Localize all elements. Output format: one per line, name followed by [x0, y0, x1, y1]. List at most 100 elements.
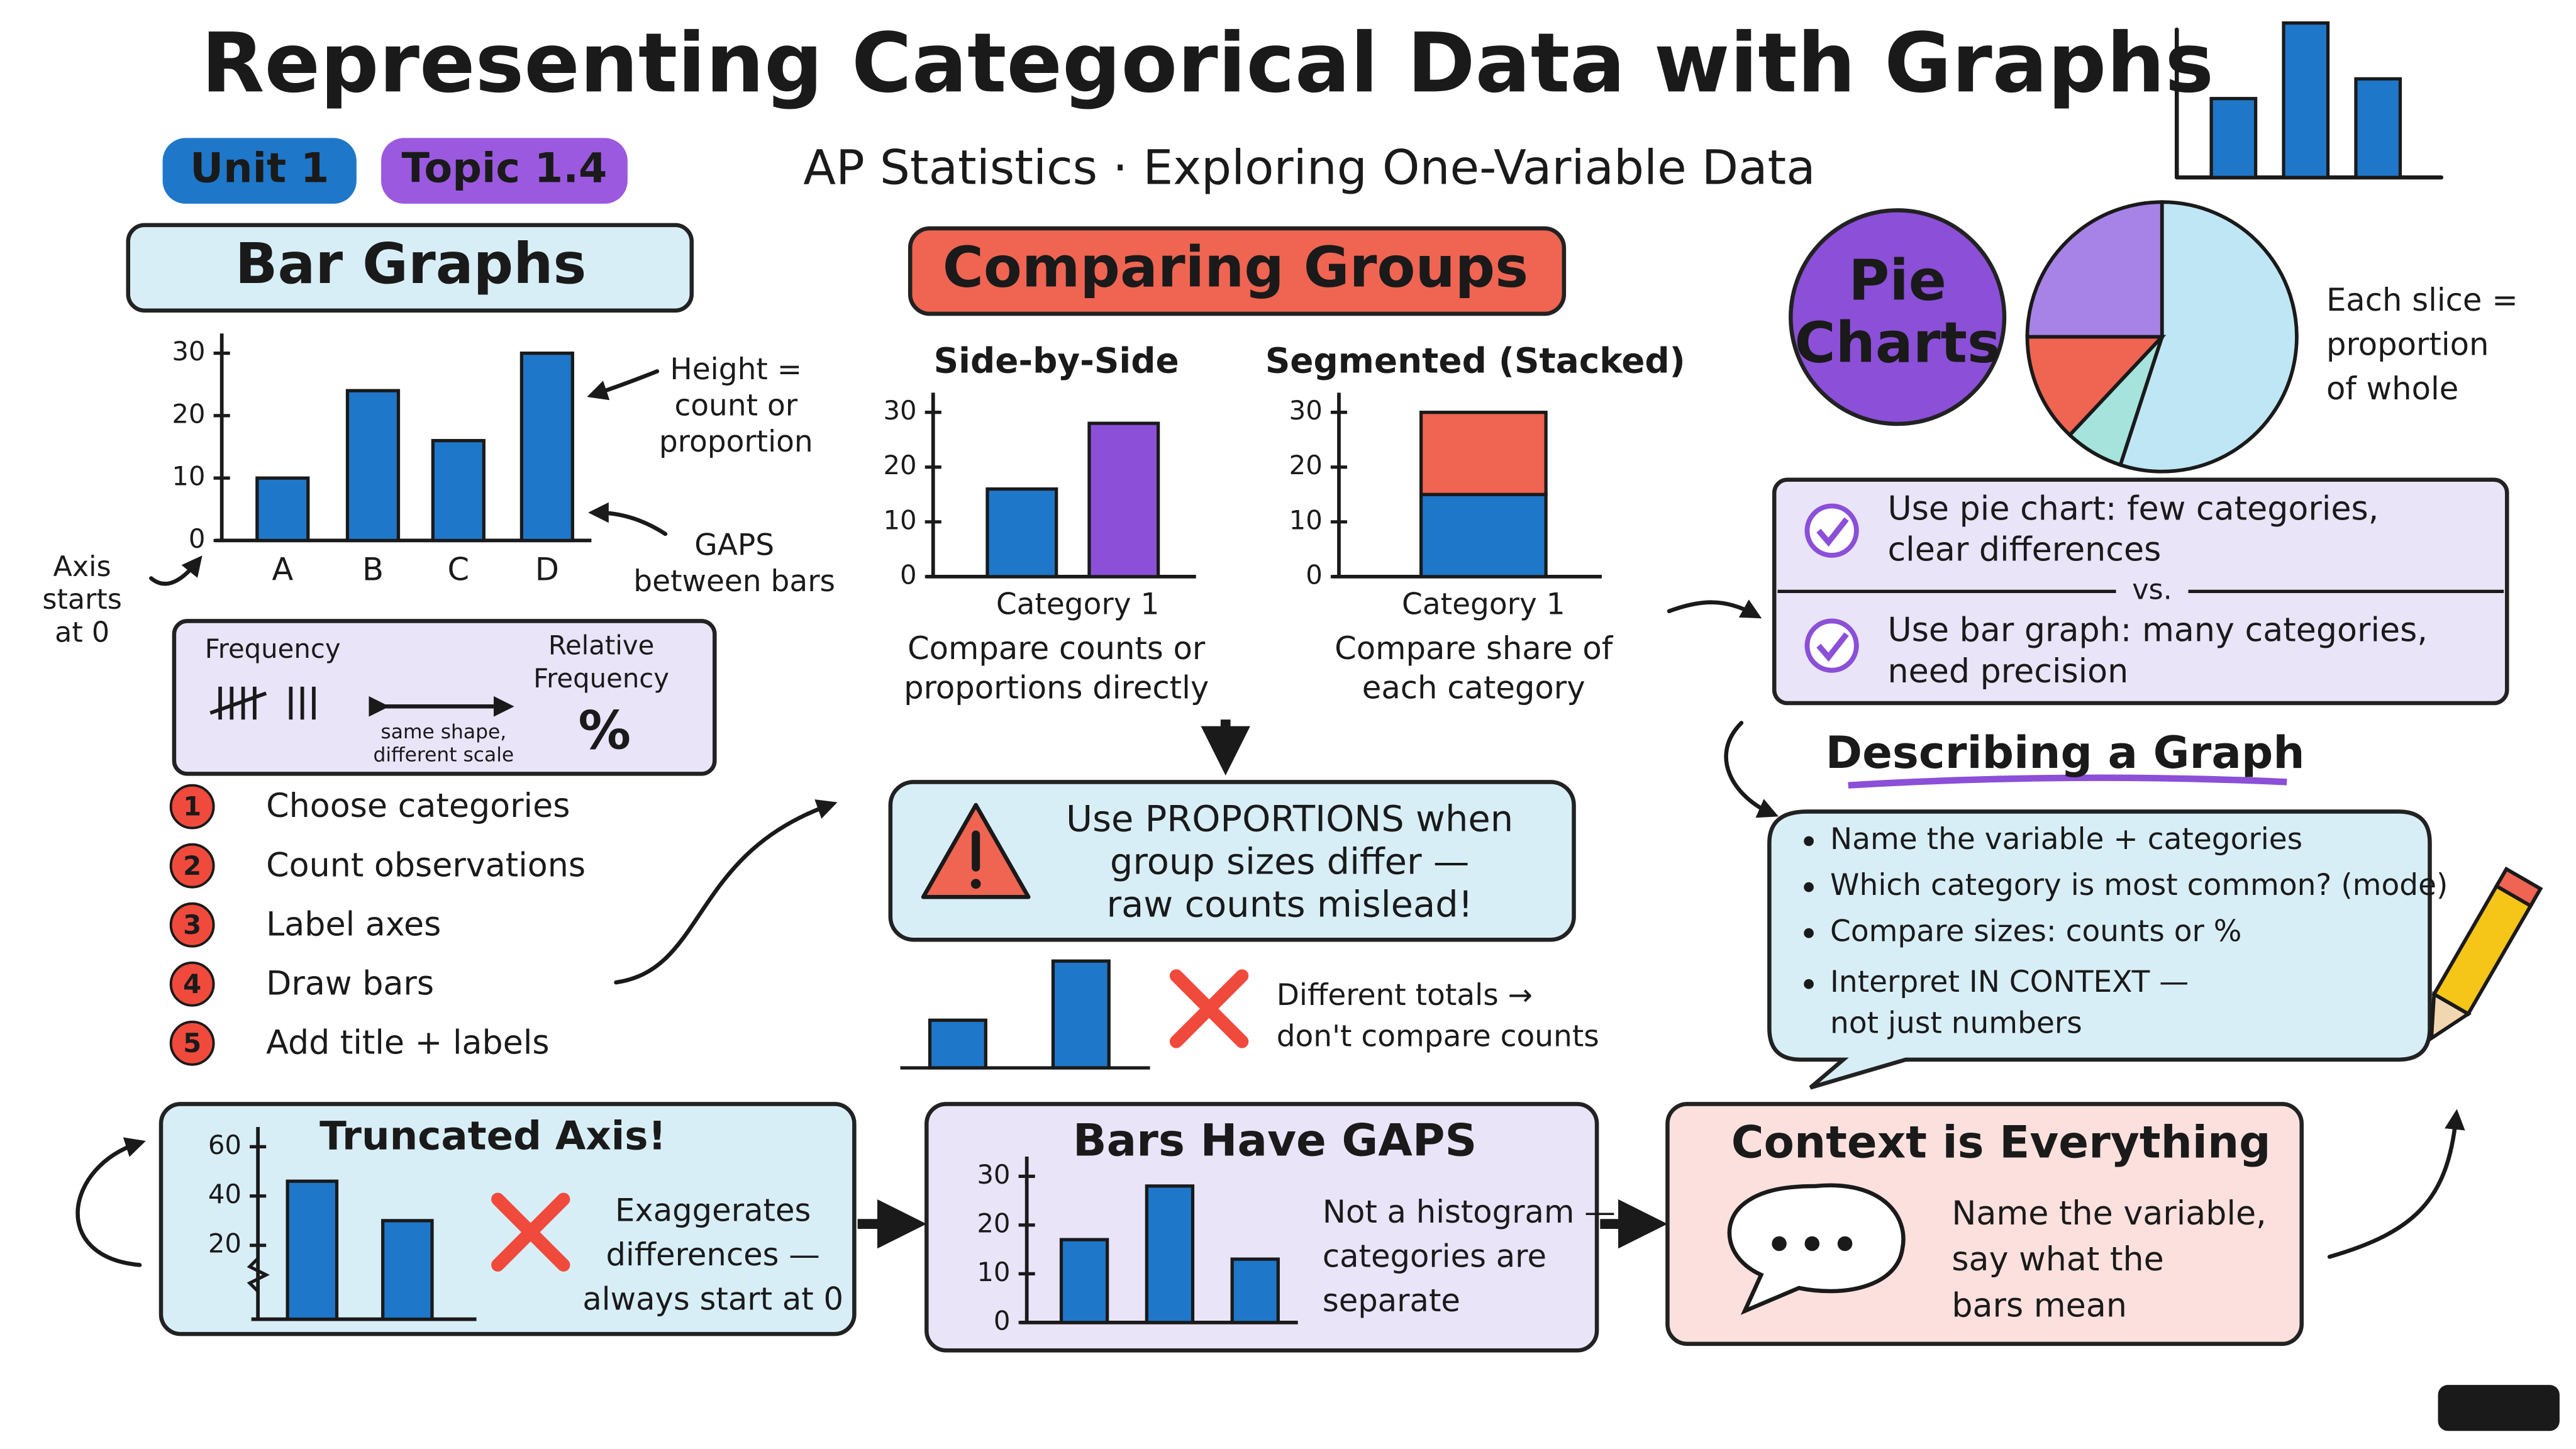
unit-badge — [162, 138, 357, 204]
x-tick-label: A — [272, 552, 293, 588]
panel-note: differences — — [606, 1236, 820, 1273]
x-mark — [1169, 969, 1249, 1048]
y-tick-label: 20 — [977, 1208, 1010, 1238]
warning-box — [888, 780, 1576, 942]
y-tick-label: 20 — [208, 1228, 242, 1259]
bullet-dot — [1804, 836, 1814, 847]
frequency-label: Frequency — [533, 663, 669, 694]
icon-axis — [2174, 27, 2444, 180]
tally-marks — [209, 686, 316, 720]
frequency-note: same shape, — [380, 721, 506, 743]
warning-text: group sizes differ — — [1110, 841, 1469, 883]
step-number: 5 — [183, 1028, 201, 1058]
step-badge — [169, 784, 215, 830]
title: Representing Categorical Data with Graph… — [201, 15, 2214, 111]
panel-note: categories are — [1323, 1238, 1546, 1274]
annotation: Axis — [53, 551, 111, 583]
step-badge — [169, 961, 215, 1007]
y-tick-label: 40 — [208, 1179, 242, 1209]
step-number: 2 — [183, 850, 201, 881]
bullet-text: Interpret IN CONTEXT — — [1830, 965, 2189, 999]
chart-title: Side-by-Side — [934, 340, 1179, 380]
bar — [255, 476, 310, 543]
annotation: don't compare counts — [1277, 1019, 1599, 1053]
annotation: GAPS — [694, 528, 774, 562]
topic-badge-text: Topic 1.4 — [401, 145, 607, 192]
subtitle: AP Statistics · Exploring One-Variable D… — [803, 140, 1815, 196]
step-number: 1 — [183, 791, 201, 822]
frequency-note: different scale — [373, 744, 514, 767]
pie-slice — [2118, 200, 2299, 474]
panel-heading: Truncated Axis! — [319, 1113, 666, 1158]
chart-title: Segmented (Stacked) — [1265, 340, 1685, 380]
warning-icon — [970, 879, 981, 889]
bar — [1230, 1257, 1280, 1324]
annotation: proportion — [2326, 326, 2489, 363]
step-text: Choose categories — [266, 787, 570, 825]
y-tick-label: 0 — [994, 1305, 1011, 1336]
choice-text: clear differences — [1887, 531, 2161, 569]
caption: proportions directly — [904, 670, 1209, 706]
check-icon — [1804, 503, 1859, 673]
y-tick-label: 20 — [883, 450, 916, 480]
y-tick-label: 10 — [883, 504, 916, 535]
panel-note: bars mean — [1951, 1287, 2127, 1324]
vs-backing — [2116, 575, 2189, 608]
annotation: Each slice = — [2326, 282, 2518, 318]
caption: each category — [1362, 670, 1585, 706]
section-heading: Describing a Graph — [1826, 727, 2305, 779]
bullet-text: Compare sizes: counts or % — [1830, 914, 2241, 948]
step-number: 3 — [183, 909, 201, 940]
brand-badge — [2438, 1385, 2560, 1431]
bar-graphs-heading-box — [126, 223, 694, 313]
bullet-dot — [1804, 882, 1814, 892]
pie-slice — [2025, 335, 2167, 438]
caption: Compare share of — [1335, 630, 1614, 667]
y-tick-label: 20 — [172, 398, 205, 429]
different-totals-icon — [900, 959, 1150, 1070]
panel-note: Name the variable, — [1951, 1195, 2266, 1233]
section-heading: Bar Graphs — [235, 231, 587, 296]
panel-note: Exaggerates — [615, 1192, 811, 1228]
bullet-dot — [1804, 979, 1814, 989]
step-badge — [169, 1020, 215, 1066]
annotation: proportion — [659, 425, 813, 459]
caption: Compare counts or — [908, 630, 1206, 667]
frequency-label: Frequency — [205, 633, 341, 664]
y-tick-label: 20 — [1289, 450, 1323, 480]
warning-text: raw counts mislead! — [1106, 884, 1472, 926]
section-heading: Comparing Groups — [943, 235, 1528, 299]
panel-heading: Context is Everything — [1731, 1116, 2271, 1168]
bar — [1145, 1184, 1195, 1324]
step-text: Label axes — [266, 906, 441, 943]
bar — [286, 1179, 339, 1321]
y-tick-label: 30 — [977, 1159, 1010, 1190]
x-tick-label: B — [362, 552, 384, 588]
brand: fiveable — [2443, 1392, 2554, 1421]
choice-text: Use bar graph: many categories, — [1887, 612, 2427, 650]
step-text: Count observations — [266, 847, 586, 884]
bar — [381, 1219, 434, 1321]
annotation: starts — [42, 584, 122, 616]
panel-note: say what the — [1951, 1241, 2163, 1279]
annotation: between bars — [633, 564, 835, 599]
annotation: count or — [674, 388, 797, 423]
bullet-text: Name the variable + categories — [1830, 822, 2302, 857]
pencil-icon — [2429, 866, 2543, 1042]
annotation: at 0 — [55, 616, 109, 648]
panel-note: Not a histogram — — [1323, 1194, 1616, 1230]
icon-bar — [2209, 97, 2258, 179]
y-tick-label: 60 — [208, 1130, 242, 1160]
speech-bubble — [1767, 809, 2432, 1090]
icon-bar — [2282, 21, 2330, 179]
annotation: Different totals → — [1277, 978, 1533, 1013]
step-text: Add title + labels — [266, 1024, 549, 1062]
flow-arrows — [75, 369, 2465, 1267]
x-axis-label: Category 1 — [1402, 587, 1565, 621]
bullet-text: Which category is most common? (mode) — [1830, 868, 2448, 902]
step-text: Draw bars — [266, 965, 434, 1002]
axis-break — [247, 1257, 270, 1293]
x-tick-label: C — [447, 552, 469, 588]
